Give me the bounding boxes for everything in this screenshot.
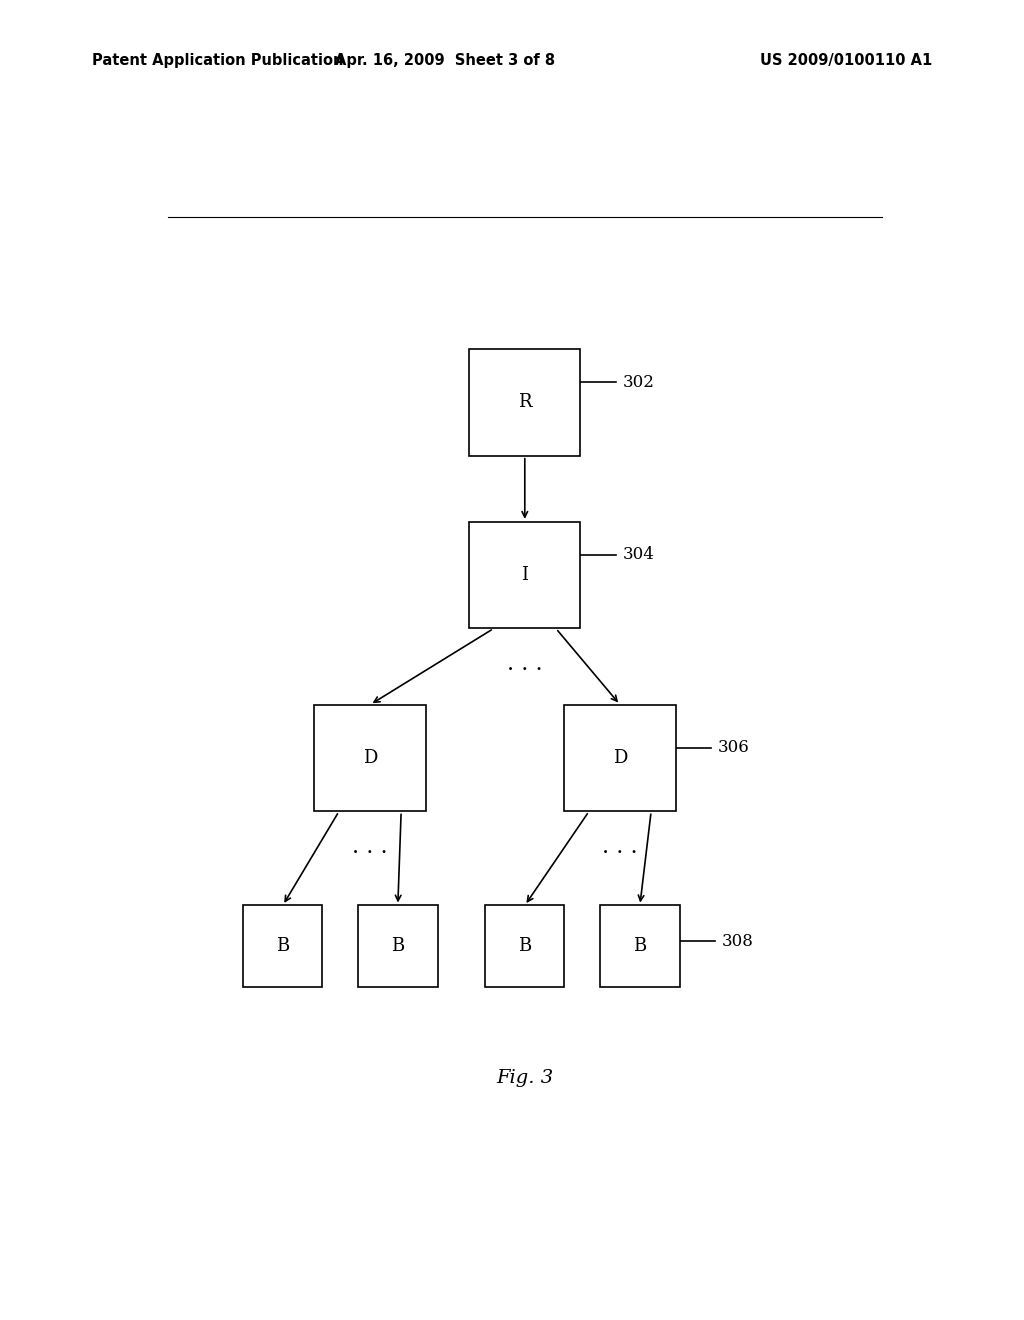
Text: . . .: . . .: [352, 836, 388, 858]
Text: 302: 302: [623, 374, 654, 391]
Bar: [600, 906, 680, 987]
Bar: [469, 521, 581, 628]
Text: B: B: [633, 937, 646, 956]
Text: 308: 308: [722, 932, 754, 949]
Bar: [469, 348, 581, 455]
Text: . . .: . . .: [602, 836, 638, 858]
Bar: [314, 705, 426, 812]
Text: Fig. 3: Fig. 3: [497, 1069, 553, 1088]
Text: 306: 306: [718, 739, 750, 756]
Text: US 2009/0100110 A1: US 2009/0100110 A1: [760, 53, 932, 67]
Bar: [564, 705, 676, 812]
Text: Apr. 16, 2009  Sheet 3 of 8: Apr. 16, 2009 Sheet 3 of 8: [336, 53, 555, 67]
Text: I: I: [521, 566, 528, 585]
Bar: [485, 906, 564, 987]
Text: Patent Application Publication: Patent Application Publication: [92, 53, 344, 67]
Bar: [243, 906, 323, 987]
Text: B: B: [276, 937, 290, 956]
Text: D: D: [612, 748, 628, 767]
Text: B: B: [518, 937, 531, 956]
Text: 304: 304: [623, 546, 654, 564]
Text: B: B: [391, 937, 404, 956]
Text: D: D: [362, 748, 377, 767]
Bar: [358, 906, 437, 987]
Text: . . .: . . .: [507, 652, 543, 675]
Text: R: R: [518, 393, 531, 412]
